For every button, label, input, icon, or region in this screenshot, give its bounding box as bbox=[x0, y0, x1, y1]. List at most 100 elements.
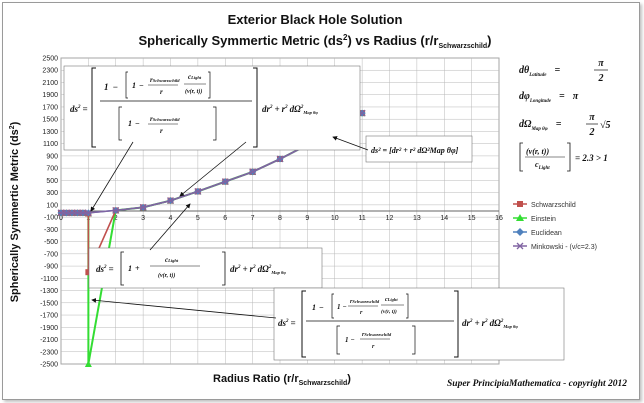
svg-text:(v(r, t)): (v(r, t)) bbox=[381, 308, 397, 315]
x-axis-label: Radius Ratio (r/rSchwarzschild) bbox=[213, 373, 351, 387]
y-axis-ticks: 2500 2300 2100 1900 1700 1500 1300 1100 900 700 50… bbox=[40, 56, 58, 369]
svg-text:cLight: cLight bbox=[165, 256, 179, 264]
svg-text:Schwarzschild: Schwarzschild bbox=[531, 202, 576, 209]
x-tick-label: 4 bbox=[169, 215, 173, 222]
x-tick-label: 10 bbox=[331, 215, 339, 222]
formula-box-bottom bbox=[273, 287, 565, 361]
svg-text:1+: 1 + bbox=[128, 264, 140, 273]
y-tick-label: 700 bbox=[46, 166, 58, 173]
svg-text:r: r bbox=[360, 310, 363, 316]
y-tick-label: -900 bbox=[44, 264, 58, 271]
data-point-minkowski-v-c bbox=[84, 209, 92, 217]
y-tick-label: 1700 bbox=[42, 104, 58, 111]
x-tick-label: 3 bbox=[141, 215, 145, 222]
data-point-minkowski-v-c bbox=[112, 206, 120, 214]
data-point-minkowski-v-c bbox=[249, 168, 257, 176]
x-tick-label: 9 bbox=[305, 215, 309, 222]
svg-text:rSchwarzschild: rSchwarzschild bbox=[350, 299, 380, 305]
data-point-minkowski-v-c bbox=[74, 209, 81, 217]
y-tick-label: 2500 bbox=[42, 56, 58, 63]
svg-text:1−: 1− bbox=[132, 81, 144, 90]
svg-text:π: π bbox=[589, 112, 595, 123]
y-tick-label: -1900 bbox=[40, 325, 58, 332]
big-bracket-left bbox=[91, 67, 96, 148]
data-point-minkowski-v-c bbox=[167, 197, 174, 205]
svg-text:ds2=: ds2 = bbox=[70, 104, 88, 114]
x-tick-label: 5 bbox=[196, 215, 200, 222]
svg-text:1−: 1− bbox=[337, 303, 347, 311]
x-tick-label: 16 bbox=[495, 215, 503, 222]
svg-text:r: r bbox=[160, 88, 163, 96]
y-tick-label: -100 bbox=[44, 215, 58, 222]
formula-schwarzschild-top: ds2 = 1− 1− rSchwarzschild r cLight (v(r,… bbox=[63, 65, 361, 151]
svg-text:(v(r, t)): (v(r, t)) bbox=[158, 272, 175, 279]
arrow-euclid bbox=[332, 136, 369, 151]
data-point-minkowski-v-c bbox=[221, 178, 229, 186]
y-axis-label: Spherically Symmertic Metric (ds2) bbox=[9, 121, 21, 302]
ylabel-sup: 2 bbox=[9, 125, 16, 129]
x-tick-label: 8 bbox=[278, 215, 282, 222]
formula-einstein-bottom: ds2 = 1− 1− rSchwarzschild r cLight (v(r,… bbox=[273, 287, 565, 361]
data-point-minkowski-v-c bbox=[68, 209, 76, 217]
eq-ratio-rhs: = 2.3 > 1 bbox=[575, 153, 608, 163]
data-point-einstein bbox=[84, 360, 92, 367]
y-tick-label: 300 bbox=[46, 190, 58, 197]
svg-text:r: r bbox=[372, 344, 375, 350]
legend: Schwarzschild Einstein Euclidean Minkows… bbox=[513, 201, 597, 251]
x-tick-label: 11 bbox=[358, 215, 365, 222]
legend-item-einstein: Einstein bbox=[513, 214, 556, 223]
x-tick-label: 0 bbox=[59, 215, 63, 222]
formula-euclidean: ds² = [dr² + r² dΩ²Map θφ] bbox=[365, 135, 473, 163]
svg-text:ds2=: ds2 = bbox=[278, 318, 296, 328]
y-tick-label: -2300 bbox=[40, 349, 58, 356]
legend-item-euclidean: Euclidean bbox=[513, 228, 562, 237]
ylabel-main: Spherically Symmertic Metric (ds bbox=[9, 129, 21, 302]
data-point-minkowski-v-c bbox=[194, 187, 202, 195]
y-tick-label: -1100 bbox=[41, 276, 58, 283]
subtitle-sub: Schwarzschild bbox=[438, 43, 487, 50]
svg-text:rSchwarzschild: rSchwarzschild bbox=[362, 332, 392, 338]
x-tick-label: 13 bbox=[413, 215, 421, 222]
copyright: Super PrincipiaMathematica - copyright 2… bbox=[447, 379, 627, 389]
data-point-minkowski-v-c bbox=[63, 209, 70, 217]
data-point-minkowski-v-c bbox=[276, 155, 284, 163]
subtitle-end: ) bbox=[487, 33, 491, 48]
x-tick-label: 2 bbox=[114, 215, 118, 222]
legend-item-schwarzschild: Schwarzschild bbox=[513, 201, 576, 209]
y-tick-label: 1500 bbox=[42, 117, 58, 124]
y-tick-label: -500 bbox=[44, 239, 58, 246]
svg-text:cLight: cLight bbox=[385, 297, 398, 303]
y-tick-label: 2300 bbox=[42, 68, 58, 75]
right-equations: dθLatitude = π 2 dφLongitude = π dΩMap θφ = … bbox=[519, 58, 611, 172]
svg-text:1−: 1− bbox=[104, 82, 118, 92]
svg-text:cLight: cLight bbox=[535, 160, 550, 171]
svg-text:(v(r, t)): (v(r, t)) bbox=[526, 147, 549, 156]
svg-text:Einstein: Einstein bbox=[531, 216, 556, 223]
data-point-schwarzschild bbox=[85, 269, 92, 276]
subtitle-sup: 2 bbox=[343, 33, 348, 42]
arrow-top-right bbox=[179, 141, 247, 197]
data-point-minkowski-v-c bbox=[79, 209, 87, 217]
y-tick-label: -300 bbox=[44, 227, 58, 234]
svg-text:π: π bbox=[598, 58, 604, 69]
ylabel-end: ) bbox=[9, 121, 21, 125]
big-bracket-right bbox=[253, 67, 258, 148]
svg-text:Euclidean: Euclidean bbox=[531, 230, 562, 237]
eq-phi: dφLongitude = π bbox=[519, 91, 579, 104]
chart-subtitle: Spherically Symmertic Metric (ds2) vs Ra… bbox=[139, 33, 492, 50]
eq-omega: dΩMap θφ = bbox=[519, 119, 562, 132]
y-tick-label: -700 bbox=[44, 251, 58, 258]
x-tick-label: 12 bbox=[386, 215, 394, 222]
y-tick-label: 500 bbox=[46, 178, 58, 185]
xlabel-end: ) bbox=[347, 373, 351, 385]
eq-theta: dθLatitude = bbox=[519, 65, 560, 78]
subtitle-tail: ) vs Radius (r/r bbox=[347, 33, 438, 48]
svg-text:2: 2 bbox=[589, 127, 595, 138]
svg-text:1−: 1− bbox=[128, 119, 140, 128]
y-tick-label: -1700 bbox=[40, 313, 58, 320]
series-line-minkowski-v-c bbox=[61, 112, 363, 214]
svg-text:rSchwarzschild: rSchwarzschild bbox=[150, 76, 180, 84]
x-tick-label: 14 bbox=[440, 215, 448, 222]
